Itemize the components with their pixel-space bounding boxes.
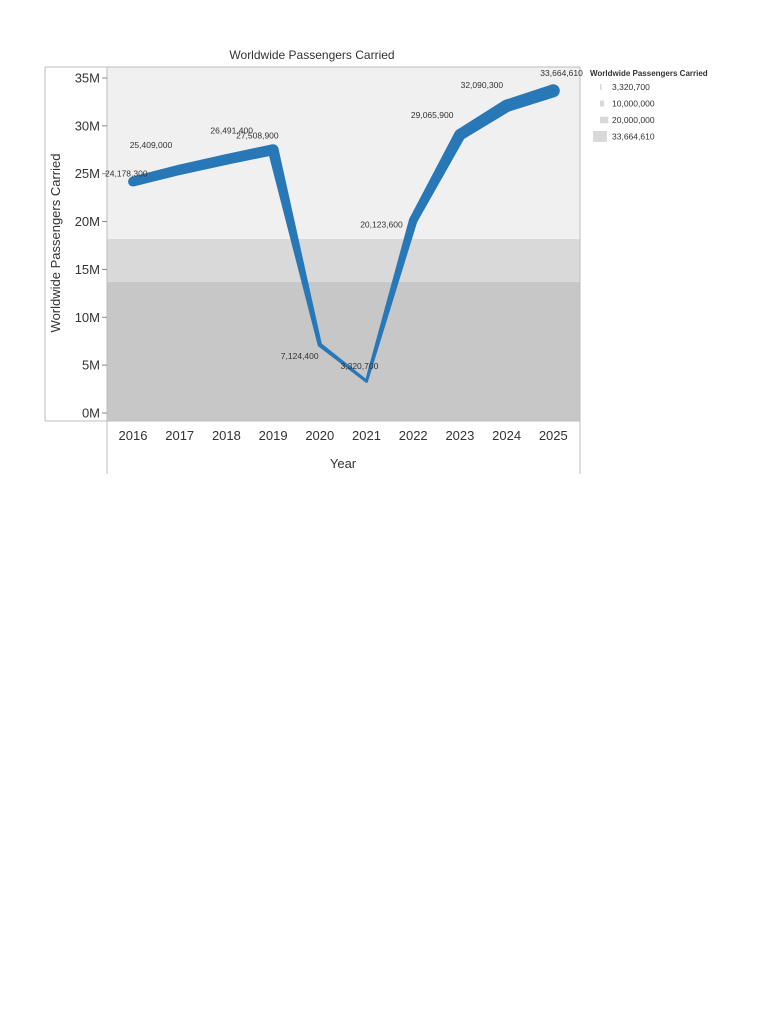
y-tick-label: 10M: [75, 310, 100, 325]
legend-swatch: [600, 84, 602, 90]
y-tick-label: 35M: [75, 71, 100, 86]
data-label-2022: 20,123,600: [360, 219, 403, 229]
line-segment-2021-2022: [365, 219, 418, 382]
y-tick-label: 30M: [75, 118, 100, 133]
x-tick-label: 2018: [212, 428, 241, 443]
data-point-2018: [221, 154, 232, 165]
background-band-2: [107, 67, 580, 239]
plot-frame: [44, 66, 581, 474]
chart-title: Worldwide Passengers Carried: [229, 48, 394, 62]
y-axis: 0M 5M 10M 15M 20M 25M 30M 35M: [75, 71, 107, 421]
background-band-0: [107, 281, 580, 421]
x-axis-title: Year: [330, 456, 357, 471]
line-segment-2023-2024: [456, 100, 510, 140]
line-segment-2024-2025: [504, 84, 556, 112]
data-point-2017: [174, 164, 185, 175]
x-tick-label: 2025: [539, 428, 568, 443]
line-segment-2019-2020: [267, 148, 322, 346]
x-tick-label: 2021: [352, 428, 381, 443]
x-tick-label: 2017: [165, 428, 194, 443]
legend-swatch: [593, 131, 607, 142]
data-label-2016: 24,178,300: [105, 169, 148, 179]
y-tick-label: 25M: [75, 166, 100, 181]
x-tick-label: 2016: [119, 428, 148, 443]
x-tick-label: 2022: [399, 428, 428, 443]
data-point-2025: [546, 84, 560, 98]
background-band-1: [107, 238, 580, 282]
data-label-2017: 25,409,000: [130, 140, 173, 150]
x-tick-label: 2020: [305, 428, 334, 443]
x-tick-label: 2023: [445, 428, 474, 443]
legend-title: Worldwide Passengers Carried: [590, 69, 708, 78]
legend: Worldwide Passengers Carried 3,320,700 10…: [590, 69, 708, 142]
data-point-2019: [267, 144, 279, 156]
legend-swatch: [600, 116, 609, 124]
data-label-2018: 26,491,400: [210, 125, 253, 135]
data-label-2020: 7,124,400: [281, 351, 319, 361]
legend-entry-label: 10,000,000: [612, 99, 655, 109]
data-point-2023: [454, 129, 466, 141]
line-segment-2017-2018: [178, 154, 228, 175]
data-point-2024: [500, 99, 513, 113]
data-point-2016: [128, 176, 138, 187]
line-segment-2020-2021: [318, 343, 368, 383]
data-label-2023: 29,065,900: [411, 110, 454, 120]
x-tick-label: 2019: [259, 428, 288, 443]
data-label-2019: 27,508,900: [236, 131, 279, 141]
legend-entry-label: 3,320,700: [612, 82, 650, 92]
y-tick-label: 20M: [75, 214, 100, 229]
data-point-2022: [408, 216, 418, 225]
line-segment-2022-2023: [409, 132, 465, 223]
data-label-2024: 32,090,300: [461, 80, 504, 90]
y-tick-label: 15M: [75, 262, 100, 277]
line-segment-2018-2019: [225, 144, 275, 165]
legend-entry-label: 33,664,610: [612, 132, 655, 142]
x-axis: 2016 2017 2018 2019 2020 2021 2022 2023 2024 2025: [119, 428, 568, 443]
data-label-2025: 33,664,610: [540, 68, 583, 78]
data-labels: 24,178,300 25,409,000 26,491,40027,508,900…: [105, 68, 583, 371]
y-tick-label: 0M: [82, 406, 100, 421]
data-point-2020: [317, 342, 322, 347]
series-passengers: [128, 84, 560, 383]
data-point-2021: [364, 379, 369, 383]
x-tick-label: 2024: [492, 428, 521, 443]
data-label-2021: 3,320,700: [341, 361, 379, 371]
legend-entry-label: 20,000,000: [612, 115, 655, 125]
y-axis-title: Worldwide Passengers Carried: [48, 154, 63, 333]
background-bands: [107, 67, 580, 421]
line-segment-2016-2017: [131, 164, 181, 187]
y-tick-label: 5M: [82, 358, 100, 373]
legend-swatch: [600, 100, 605, 107]
